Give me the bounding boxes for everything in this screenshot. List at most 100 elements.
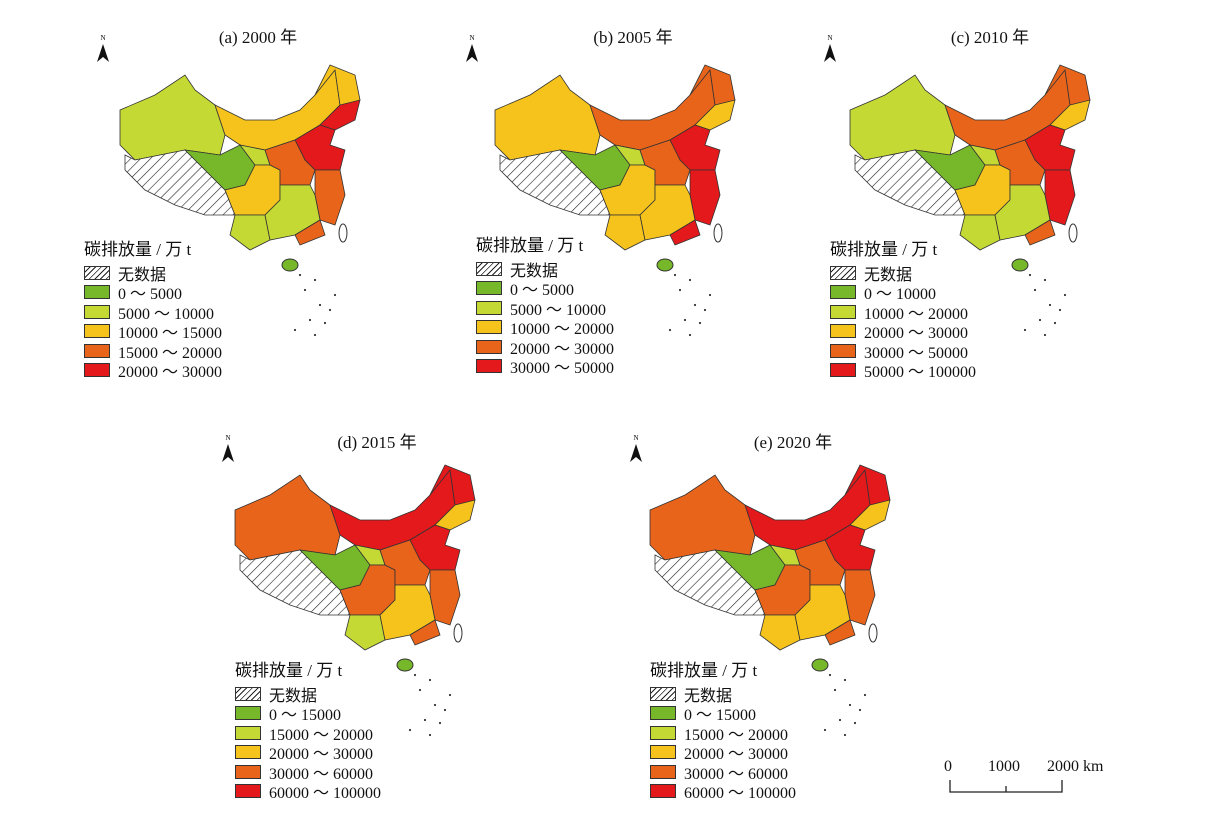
region-yunnan xyxy=(229,214,271,251)
legend-label: 20000 ～ 30000 xyxy=(269,746,374,764)
legend-label: 15000 ～ 20000 xyxy=(684,726,789,744)
legend-title: 碳排放量 / 万 t xyxy=(650,661,758,680)
legend-label: 无数据 xyxy=(269,687,318,705)
legend-label: 无数据 xyxy=(864,266,913,284)
legend-label: 10000 ～ 20000 xyxy=(510,321,615,339)
color-swatch xyxy=(830,285,856,300)
legend-label: 15000 ～ 20000 xyxy=(118,344,223,362)
legend-label: 30000 ～ 50000 xyxy=(510,360,615,378)
hatch-swatch xyxy=(830,265,856,280)
legend-label: 60000 ～ 100000 xyxy=(269,785,382,803)
region-guangdong xyxy=(1024,219,1056,246)
legend-item: 0 ～ 5000 xyxy=(84,283,222,303)
legend-label: 5000 ～ 10000 xyxy=(118,305,215,323)
region-jilin-liaoning xyxy=(1049,99,1091,131)
legend-item: 0 ～ 10000 xyxy=(830,283,976,303)
legend-label: 20000 ～ 30000 xyxy=(864,325,969,343)
color-swatch xyxy=(650,764,676,779)
legend-label: 无数据 xyxy=(118,266,167,284)
svg-text:N: N xyxy=(225,434,230,442)
legend-label: 15000 ～ 20000 xyxy=(269,726,374,744)
color-swatch xyxy=(830,324,856,339)
region-taiwan xyxy=(453,623,463,643)
legend-label: 20000 ～ 30000 xyxy=(510,340,615,358)
legend-item: 10000 ～ 20000 xyxy=(476,318,614,338)
region-hainan xyxy=(396,658,414,672)
region-taiwan xyxy=(1068,223,1078,243)
legend-item: 20000 ～ 30000 xyxy=(476,337,615,358)
region-jilin-liaoning xyxy=(434,499,476,531)
legend-title: 碳排放量 / 万 t xyxy=(476,236,584,255)
color-swatch xyxy=(476,359,502,374)
legend-item: 30000 ～ 60000 xyxy=(650,762,796,783)
legend-label: 20000 ～ 30000 xyxy=(118,364,223,382)
hatch-swatch xyxy=(476,261,502,276)
hatch-swatch xyxy=(235,686,261,701)
color-swatch xyxy=(84,363,110,378)
region-jilin-liaoning xyxy=(694,99,736,131)
legend-d: 碳排放量 / 万 t 无数据 0 ～ 15000 15000 ～ 20000 2000… xyxy=(235,656,381,802)
color-swatch xyxy=(476,320,502,335)
region-yunnan xyxy=(604,214,646,251)
legend-item: 10000 ～ 15000 xyxy=(84,322,222,342)
legend-label: 50000 ～ 100000 xyxy=(864,364,977,382)
color-swatch xyxy=(650,706,676,721)
north-arrow-icon: N xyxy=(824,34,836,62)
legend-item: 20000 ～ 30000 xyxy=(830,322,976,342)
color-swatch xyxy=(84,304,110,319)
region-jilin-liaoning xyxy=(849,499,891,531)
legend-item-no-data: 无数据 xyxy=(84,263,222,284)
legend-label: 0 ～ 5000 xyxy=(118,286,183,304)
legend-label: 5000 ～ 10000 xyxy=(510,301,607,319)
legend-item: 30000 ～ 50000 xyxy=(476,357,614,377)
legend-label: 10000 ～ 15000 xyxy=(118,325,223,343)
scale-line xyxy=(949,780,1063,793)
legend-item: 60000 ～ 100000 xyxy=(235,782,381,802)
north-arrow-icon: N xyxy=(222,434,234,462)
legend-label: 无数据 xyxy=(510,262,559,280)
region-xinjiang xyxy=(119,74,226,161)
legend-item: 60000 ～ 100000 xyxy=(650,782,796,802)
color-swatch xyxy=(235,764,261,779)
legend-item-no-data: 无数据 xyxy=(476,259,614,280)
color-swatch xyxy=(235,784,261,799)
panel-title-e: (e) 2020 年 xyxy=(753,433,833,452)
legend-b: 碳排放量 / 万 t 无数据 0 ～ 5000 5000 ～ 10000 10000 … xyxy=(476,231,615,377)
svg-text:N: N xyxy=(469,34,474,42)
color-swatch xyxy=(476,300,502,315)
legend-label: 60000 ～ 100000 xyxy=(684,785,797,803)
color-swatch xyxy=(830,363,856,378)
legend-a: 碳排放量 / 万 t 无数据 0 ～ 5000 5000 ～ 10000 10000 … xyxy=(84,235,223,382)
region-yunnan xyxy=(959,214,1001,251)
legend-label: 0 ～ 15000 xyxy=(269,707,342,725)
legend-item: 15000 ～ 20000 xyxy=(235,723,381,744)
china-map-c xyxy=(849,64,1091,337)
hatch-swatch xyxy=(84,265,110,280)
china-map-a xyxy=(119,64,361,337)
color-swatch xyxy=(650,784,676,799)
panel-title-c: (c) 2010 年 xyxy=(950,28,1030,47)
legend-item-no-data: 无数据 xyxy=(235,684,381,705)
legend-item: 20000 ～ 30000 xyxy=(235,743,381,763)
legend-item: 5000 ～ 10000 xyxy=(84,302,222,323)
legend-label: 30000 ～ 60000 xyxy=(684,765,789,783)
legend-item: 10000 ～ 20000 xyxy=(830,302,976,323)
north-arrow-icon: N xyxy=(630,434,642,462)
legend-item: 0 ～ 5000 xyxy=(476,279,614,299)
panel-title-d: (d) 2015 年 xyxy=(337,433,417,452)
scale-tick-1000: 1000 xyxy=(988,758,1020,775)
legend-item: 0 ～ 15000 xyxy=(650,704,796,724)
legend-label: 10000 ～ 20000 xyxy=(864,305,969,323)
region-taiwan xyxy=(868,623,878,643)
legend-item: 15000 ～ 20000 xyxy=(84,341,223,362)
svg-text:N: N xyxy=(827,34,832,42)
color-swatch xyxy=(650,725,676,740)
legend-item: 30000 ～ 60000 xyxy=(235,762,381,783)
color-swatch xyxy=(84,285,110,300)
region-hainan xyxy=(281,258,299,272)
region-guangdong xyxy=(409,619,441,646)
region-xinjiang xyxy=(234,474,341,561)
color-swatch xyxy=(476,339,502,354)
